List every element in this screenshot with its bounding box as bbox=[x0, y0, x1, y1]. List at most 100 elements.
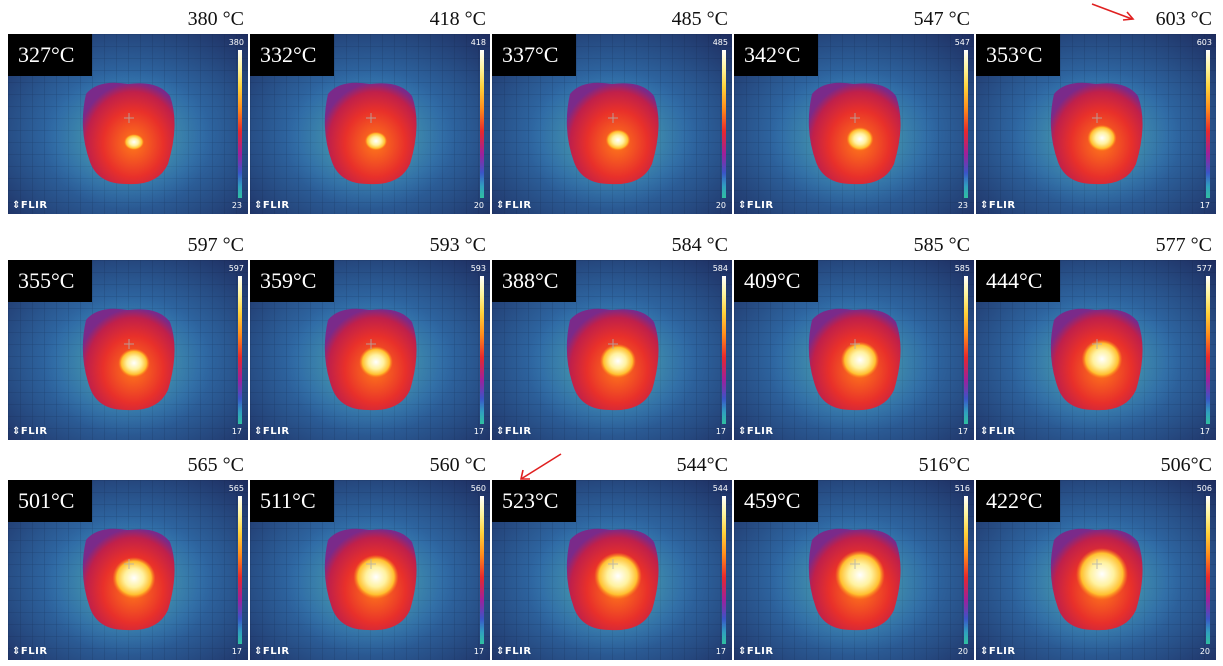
flir-brand-text: FLIR bbox=[746, 646, 774, 657]
thermal-image-grid: 380 °C bbox=[8, 0, 1218, 663]
flir-brand-text: FLIR bbox=[504, 646, 532, 657]
thermal-cell: 544°C bbox=[492, 446, 734, 666]
scale-min-value: 17 bbox=[715, 427, 726, 436]
thermal-row: 380 °C bbox=[8, 0, 1218, 220]
flir-logo-icon: ⇕ bbox=[980, 646, 989, 657]
thermal-cell: 506°C bbox=[976, 446, 1218, 666]
camera-temperature-label: 337°C bbox=[492, 34, 576, 76]
scale-min-value: 17 bbox=[231, 427, 242, 436]
flir-logo-icon: ⇕ bbox=[496, 646, 505, 657]
color-scale-bar bbox=[722, 50, 726, 198]
flir-logo-icon: ⇕ bbox=[254, 426, 263, 437]
color-scale-bar bbox=[480, 276, 484, 424]
camera-temperature-label: 355°C bbox=[8, 260, 92, 302]
max-temperature-label: 584 °C bbox=[671, 234, 728, 256]
flir-logo: ⇕FLIR bbox=[980, 646, 1016, 657]
flir-logo-icon: ⇕ bbox=[738, 646, 747, 657]
camera-temperature-label: 342°C bbox=[734, 34, 818, 76]
thermal-image: 444°C 577 17 ⇕FLIR bbox=[976, 260, 1216, 440]
camera-temperature-label: 444°C bbox=[976, 260, 1060, 302]
max-temperature-label: 506°C bbox=[1160, 454, 1212, 476]
camera-temperature-label: 501°C bbox=[8, 480, 92, 522]
scale-max-value: 585 bbox=[954, 264, 970, 273]
scale-max-value: 485 bbox=[712, 38, 728, 47]
color-scale-bar bbox=[238, 276, 242, 424]
scale-min-value: 17 bbox=[1199, 427, 1210, 436]
color-scale-bar bbox=[964, 276, 968, 424]
scale-max-value: 380 bbox=[228, 38, 244, 47]
thermal-image: 501°C 565 17 ⇕FLIR bbox=[8, 480, 248, 660]
thermal-cell: 565 °C bbox=[8, 446, 250, 666]
color-scale-bar bbox=[722, 276, 726, 424]
scale-min-value: 20 bbox=[473, 201, 484, 210]
flir-brand-text: FLIR bbox=[262, 200, 290, 211]
color-scale-bar bbox=[964, 50, 968, 198]
flir-logo: ⇕FLIR bbox=[254, 646, 290, 657]
max-temperature-label: 418 °C bbox=[429, 8, 486, 30]
thermal-cell: 547 °C bbox=[734, 0, 976, 220]
flir-logo: ⇕FLIR bbox=[496, 200, 532, 211]
flir-logo-icon: ⇕ bbox=[738, 200, 747, 211]
thermal-cell: 597 °C bbox=[8, 226, 250, 446]
color-scale-bar bbox=[722, 496, 726, 644]
thermal-image: 409°C 585 17 ⇕FLIR bbox=[734, 260, 974, 440]
thermal-cell: 585 °C bbox=[734, 226, 976, 446]
camera-temperature-label: 459°C bbox=[734, 480, 818, 522]
color-scale-bar bbox=[238, 496, 242, 644]
thermal-image: 359°C 593 17 ⇕FLIR bbox=[250, 260, 490, 440]
flir-logo-icon: ⇕ bbox=[254, 646, 263, 657]
scale-min-value: 17 bbox=[473, 647, 484, 656]
flir-brand-text: FLIR bbox=[20, 200, 48, 211]
red-arrow-icon bbox=[1091, 3, 1135, 21]
color-scale-bar bbox=[480, 50, 484, 198]
thermal-image: 388°C 584 17 ⇕FLIR bbox=[492, 260, 732, 440]
flir-logo: ⇕FLIR bbox=[254, 426, 290, 437]
thermal-cell: 577 °C bbox=[976, 226, 1218, 446]
flir-brand-text: FLIR bbox=[262, 426, 290, 437]
max-temperature-label: 565 °C bbox=[187, 454, 244, 476]
thermal-image: 422°C 506 20 ⇕FLIR bbox=[976, 480, 1216, 660]
scale-max-value: 577 bbox=[1196, 264, 1212, 273]
thermal-image: 355°C 597 17 ⇕FLIR bbox=[8, 260, 248, 440]
flir-logo: ⇕FLIR bbox=[738, 646, 774, 657]
camera-temperature-label: 327°C bbox=[8, 34, 92, 76]
red-arrow-icon bbox=[520, 453, 562, 480]
scale-min-value: 23 bbox=[231, 201, 242, 210]
max-temperature-label: 577 °C bbox=[1155, 234, 1212, 256]
scale-min-value: 23 bbox=[957, 201, 968, 210]
flir-brand-text: FLIR bbox=[988, 646, 1016, 657]
flir-logo: ⇕FLIR bbox=[980, 426, 1016, 437]
scale-max-value: 560 bbox=[470, 484, 486, 493]
max-temperature-label: 380 °C bbox=[187, 8, 244, 30]
flir-brand-text: FLIR bbox=[20, 426, 48, 437]
flir-logo: ⇕FLIR bbox=[12, 426, 48, 437]
flir-logo-icon: ⇕ bbox=[12, 426, 21, 437]
max-temperature-label: 585 °C bbox=[913, 234, 970, 256]
flir-logo-icon: ⇕ bbox=[980, 200, 989, 211]
max-temperature-label: 516°C bbox=[918, 454, 970, 476]
flir-logo: ⇕FLIR bbox=[496, 426, 532, 437]
max-temperature-label: 544°C bbox=[676, 454, 728, 476]
flir-logo: ⇕FLIR bbox=[12, 200, 48, 211]
scale-min-value: 17 bbox=[1199, 201, 1210, 210]
scale-min-value: 20 bbox=[957, 647, 968, 656]
scale-min-value: 17 bbox=[473, 427, 484, 436]
scale-min-value: 20 bbox=[715, 201, 726, 210]
flir-logo-icon: ⇕ bbox=[254, 200, 263, 211]
color-scale-bar bbox=[480, 496, 484, 644]
flir-logo: ⇕FLIR bbox=[12, 646, 48, 657]
camera-temperature-label: 359°C bbox=[250, 260, 334, 302]
color-scale-bar bbox=[238, 50, 242, 198]
scale-max-value: 584 bbox=[712, 264, 728, 273]
camera-temperature-label: 422°C bbox=[976, 480, 1060, 522]
flir-logo: ⇕FLIR bbox=[738, 426, 774, 437]
camera-temperature-label: 523°C bbox=[492, 480, 576, 522]
camera-temperature-label: 353°C bbox=[976, 34, 1060, 76]
scale-max-value: 506 bbox=[1196, 484, 1212, 493]
camera-temperature-label: 332°C bbox=[250, 34, 334, 76]
max-temperature-label: 560 °C bbox=[429, 454, 486, 476]
thermal-cell: 418 °C bbox=[250, 0, 492, 220]
flir-logo: ⇕FLIR bbox=[496, 646, 532, 657]
color-scale-bar bbox=[1206, 496, 1210, 644]
color-scale-bar bbox=[1206, 276, 1210, 424]
